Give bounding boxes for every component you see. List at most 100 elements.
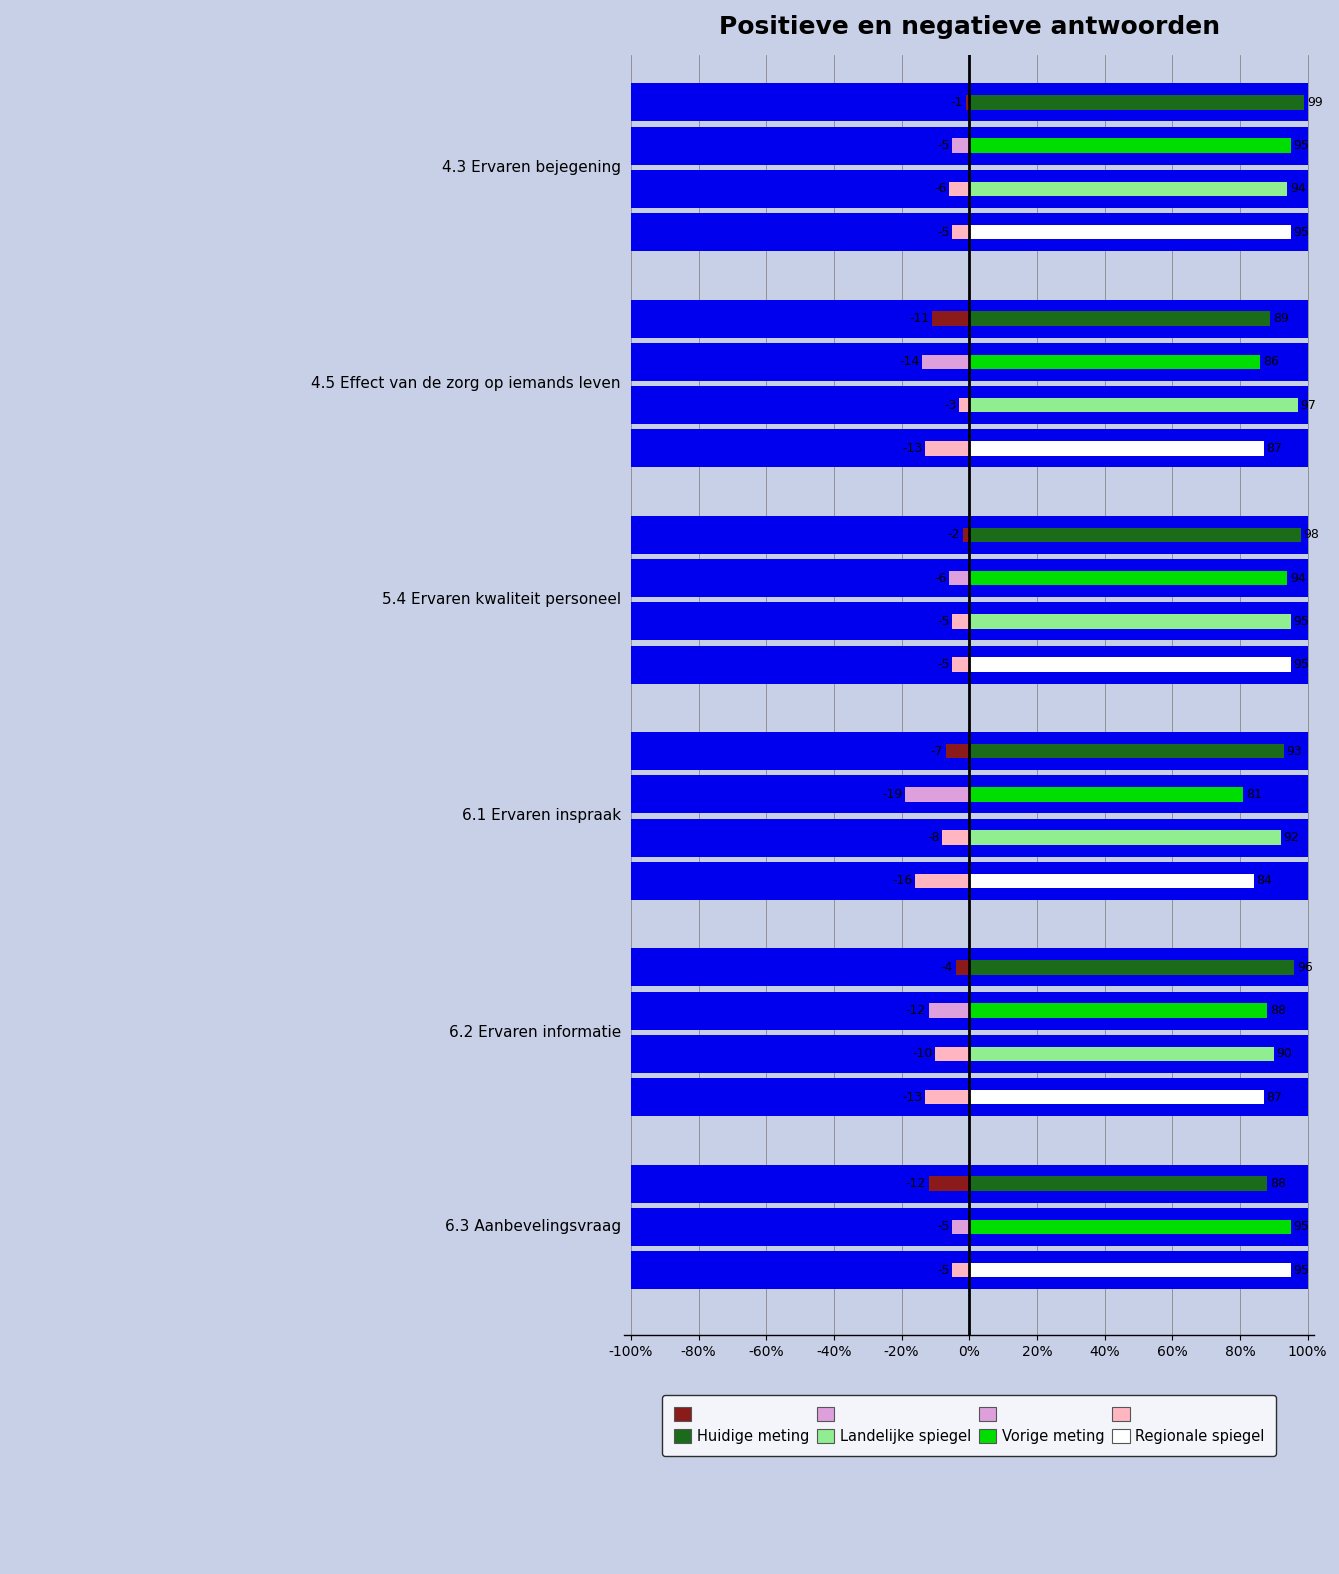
Bar (631, 343, 969, 381)
Bar (969, 603, 1308, 641)
Text: 92: 92 (1283, 831, 1299, 844)
Bar (969, 571, 1287, 586)
Bar (952, 614, 969, 628)
Bar (969, 732, 1308, 770)
Text: 94: 94 (1289, 183, 1306, 195)
Text: 89: 89 (1273, 312, 1289, 326)
Text: 95: 95 (1293, 1220, 1310, 1234)
Bar (631, 863, 969, 900)
Bar (969, 170, 1308, 208)
Bar (969, 1176, 1267, 1192)
Bar (915, 874, 969, 888)
Text: 88: 88 (1269, 1177, 1285, 1190)
Bar (631, 386, 969, 423)
Bar (631, 126, 969, 165)
Bar (969, 863, 1308, 900)
Bar (969, 1078, 1308, 1116)
Text: -6: -6 (933, 183, 947, 195)
Bar (952, 658, 969, 672)
Bar (963, 527, 969, 541)
Bar (936, 1047, 969, 1061)
Bar (631, 1251, 969, 1289)
Text: 95: 95 (1293, 658, 1310, 671)
Bar (969, 354, 1260, 370)
Bar (969, 1047, 1273, 1061)
Bar (969, 831, 1280, 845)
Bar (969, 139, 1291, 153)
Text: 98: 98 (1304, 529, 1319, 541)
Bar (925, 1089, 969, 1105)
Text: 94: 94 (1289, 571, 1306, 584)
Bar (932, 312, 969, 326)
Text: -5: -5 (937, 615, 949, 628)
Bar (969, 83, 1308, 121)
Text: -6: -6 (933, 571, 947, 584)
Bar (969, 516, 1308, 554)
Bar (952, 225, 969, 239)
Bar (929, 1176, 969, 1192)
Bar (631, 170, 969, 208)
Bar (969, 94, 1304, 110)
Bar (929, 1003, 969, 1018)
Text: 90: 90 (1276, 1047, 1292, 1061)
Bar (969, 960, 1293, 974)
Text: 5.4 Ervaren kwaliteit personeel: 5.4 Ervaren kwaliteit personeel (382, 592, 621, 608)
Text: 4.3 Ervaren bejegening: 4.3 Ervaren bejegening (442, 161, 621, 175)
Bar (969, 430, 1308, 467)
Text: -4: -4 (941, 960, 953, 974)
Text: -5: -5 (937, 1220, 949, 1234)
Bar (956, 960, 969, 974)
Bar (631, 516, 969, 554)
Bar (969, 658, 1291, 672)
Text: -10: -10 (912, 1047, 933, 1061)
Text: -1: -1 (951, 96, 963, 109)
Bar (969, 343, 1308, 381)
Bar (969, 559, 1308, 597)
Bar (969, 1262, 1291, 1277)
Text: 95: 95 (1293, 139, 1310, 153)
Bar (631, 299, 969, 338)
Text: 99: 99 (1307, 96, 1323, 109)
Bar (631, 603, 969, 641)
Bar (631, 1078, 969, 1116)
Bar (969, 1251, 1308, 1289)
Bar (631, 818, 969, 856)
Text: -13: -13 (902, 1091, 923, 1103)
Bar (969, 441, 1264, 455)
Bar (631, 992, 969, 1029)
Bar (969, 212, 1308, 252)
Bar (905, 787, 969, 801)
Bar (969, 1207, 1308, 1247)
Bar (969, 818, 1308, 856)
Text: -16: -16 (892, 874, 912, 888)
Text: 6.3 Aanbevelingsvraag: 6.3 Aanbevelingsvraag (445, 1220, 621, 1234)
Bar (631, 430, 969, 467)
Bar (969, 225, 1291, 239)
Bar (969, 992, 1308, 1029)
Text: -5: -5 (937, 1264, 949, 1277)
Bar (952, 1262, 969, 1277)
Text: 97: 97 (1300, 398, 1316, 412)
Text: -3: -3 (944, 398, 956, 412)
Bar (969, 874, 1253, 888)
Bar (969, 1003, 1267, 1018)
Bar (965, 94, 969, 110)
Bar (969, 527, 1302, 541)
Text: -5: -5 (937, 658, 949, 671)
Text: 96: 96 (1297, 960, 1312, 974)
Bar (631, 948, 969, 987)
Bar (631, 1207, 969, 1247)
Text: -5: -5 (937, 225, 949, 239)
Bar (949, 181, 969, 197)
Bar (969, 1089, 1264, 1105)
Bar (631, 1165, 969, 1203)
Text: -12: -12 (905, 1177, 927, 1190)
Text: 6.2 Ervaren informatie: 6.2 Ervaren informatie (449, 1025, 621, 1040)
Bar (959, 398, 969, 412)
Text: 81: 81 (1247, 789, 1261, 801)
Bar (969, 948, 1308, 987)
Bar (949, 571, 969, 586)
Text: -13: -13 (902, 442, 923, 455)
Text: 93: 93 (1287, 745, 1303, 757)
Text: 95: 95 (1293, 225, 1310, 239)
